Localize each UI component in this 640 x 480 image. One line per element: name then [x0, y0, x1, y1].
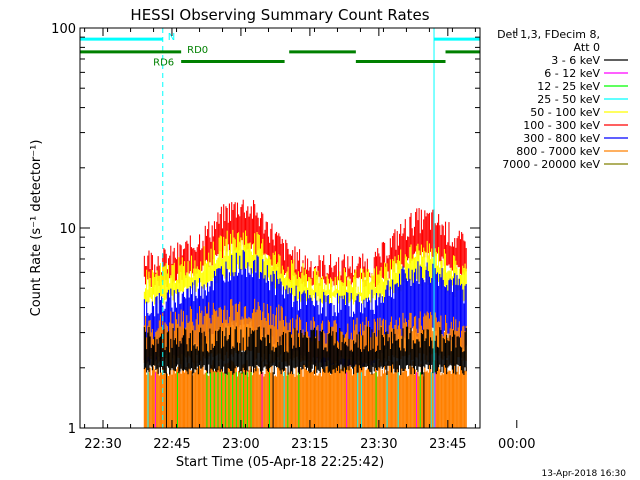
x-tick-label: 23:30 — [360, 437, 397, 452]
legend-entry-label: 3 - 6 keV — [551, 54, 600, 67]
legend-entry-label: 100 - 300 keV — [523, 119, 600, 132]
legend-entry-label: 6 - 12 keV — [544, 67, 600, 80]
legend-header-line-1: Det 1,3, FDecim 8, — [497, 28, 600, 41]
flag-label-n: N — [168, 32, 175, 43]
x-axis-label: Start Time (05-Apr-18 22:25:42) — [176, 455, 384, 470]
generated-date: 13-Apr-2018 16:30 — [542, 469, 627, 479]
y-axis: 1 10 100 — [51, 22, 480, 437]
x-tick-label: 23:15 — [291, 437, 328, 452]
flag-label-rd0: RD0 — [187, 45, 208, 56]
legend-entry-label: 800 - 7000 keV — [516, 145, 600, 158]
legend-entry-label: 12 - 25 keV — [537, 80, 600, 93]
legend-entry-label: 300 - 800 keV — [523, 132, 600, 145]
x-tick-label: 22:30 — [84, 437, 121, 452]
y-tick-label: 1 — [68, 422, 76, 437]
series-low-spikes — [147, 372, 436, 428]
x-tick-label: 00:00 — [498, 437, 535, 452]
x-tick-label: 23:00 — [222, 437, 259, 452]
legend-entry-label: 7000 - 20000 keV — [502, 158, 600, 171]
y-tick-label: 10 — [59, 222, 76, 237]
series-3-6kev — [143, 326, 467, 376]
chart-title: HESSI Observing Summary Count Rates — [130, 6, 429, 24]
x-axis: 22:30 22:45 23:00 23:15 23:30 23:45 00:00 — [84, 28, 536, 452]
legend-entry-label: 25 - 50 keV — [537, 93, 600, 106]
plot-area: N RD0 RD6 — [79, 28, 481, 428]
flag-label-rd6: RD6 — [153, 57, 174, 68]
y-axis-label: Count Rate (s⁻¹ detector⁻¹) — [29, 140, 44, 317]
y-tick-label: 100 — [51, 22, 76, 37]
legend-entry-label: 50 - 100 keV — [530, 106, 600, 119]
x-tick-label: 22:45 — [153, 437, 190, 452]
legend-header-line-2: Att 0 — [574, 41, 600, 54]
x-tick-label: 23:45 — [429, 437, 466, 452]
